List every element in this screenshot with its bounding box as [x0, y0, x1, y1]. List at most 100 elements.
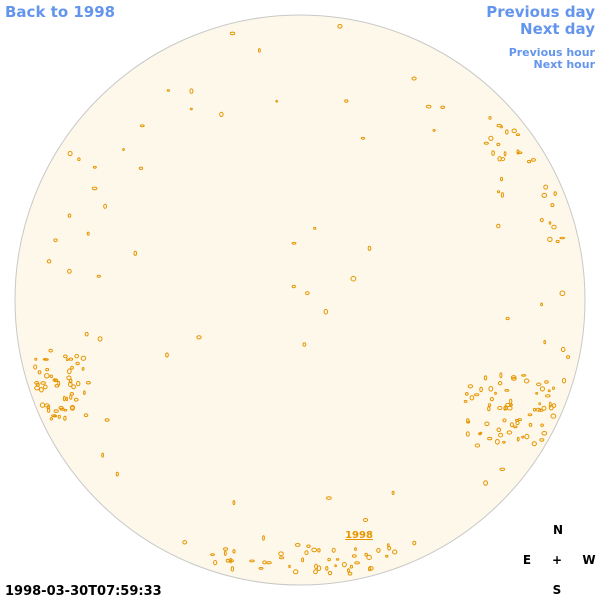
feature	[500, 192, 504, 198]
feature	[166, 89, 170, 92]
feature	[39, 387, 44, 393]
feature	[551, 224, 557, 230]
feature	[86, 231, 90, 236]
feature	[223, 550, 227, 556]
feature	[499, 372, 503, 379]
feature	[566, 355, 571, 359]
feature	[75, 361, 80, 366]
feature	[412, 540, 417, 546]
feature	[313, 226, 317, 230]
feature	[465, 392, 469, 396]
feature	[327, 570, 333, 576]
feature	[46, 259, 52, 264]
feature	[258, 48, 261, 53]
feature	[541, 192, 548, 198]
feature	[66, 375, 72, 381]
feature	[73, 397, 79, 402]
feature	[279, 556, 285, 560]
feature	[391, 490, 395, 495]
feature	[555, 239, 560, 244]
feature	[487, 436, 493, 441]
feature	[70, 365, 74, 370]
next-day-link[interactable]: Next day	[520, 20, 595, 38]
feature	[81, 367, 85, 371]
feature	[49, 374, 53, 379]
feature	[483, 141, 489, 145]
feature	[510, 403, 513, 407]
compass-west: W	[582, 553, 595, 567]
feature	[44, 373, 50, 379]
feature	[516, 436, 520, 442]
feature	[288, 564, 291, 569]
next-hour-link[interactable]: Next hour	[534, 58, 596, 71]
feature	[502, 418, 507, 423]
feature	[326, 496, 332, 500]
feature	[80, 355, 87, 361]
feature	[467, 384, 474, 389]
feature	[484, 421, 490, 427]
feature	[496, 142, 501, 147]
feature	[539, 386, 546, 392]
feature	[495, 438, 500, 445]
feature	[219, 111, 224, 118]
feature	[53, 238, 58, 243]
timestamp: 1998-03-30T07:59:33	[5, 584, 162, 599]
compass-south: S	[553, 583, 562, 597]
feature	[509, 398, 513, 405]
previous-hour-link[interactable]: Previous hour	[509, 46, 596, 59]
feature	[544, 380, 549, 384]
feature	[527, 413, 533, 417]
feature	[92, 165, 97, 169]
feature	[440, 105, 446, 110]
feature	[67, 213, 72, 218]
feature	[550, 203, 555, 208]
feature	[45, 368, 50, 372]
feature	[535, 392, 539, 395]
feature	[305, 291, 310, 296]
feature	[83, 413, 89, 418]
feature	[325, 566, 329, 571]
feature	[517, 151, 523, 154]
previous-day-link[interactable]: Previous day	[486, 3, 595, 21]
feature	[509, 422, 514, 428]
feature	[561, 377, 567, 384]
feature	[354, 547, 357, 551]
compass-center: +	[552, 553, 562, 567]
feature	[293, 569, 299, 575]
year-link[interactable]: 1998	[345, 530, 373, 541]
feature	[71, 384, 76, 390]
feature	[553, 191, 557, 196]
feature	[323, 308, 328, 315]
feature	[337, 24, 343, 29]
feature	[483, 480, 489, 486]
feature	[538, 408, 544, 412]
feature	[543, 339, 547, 345]
feature	[266, 561, 272, 565]
compass-north: N	[553, 523, 563, 537]
feature	[69, 392, 75, 396]
feature	[506, 430, 513, 435]
feature	[360, 136, 366, 140]
feature	[499, 467, 506, 471]
solar-disk	[14, 14, 586, 586]
feature	[63, 408, 68, 412]
feature	[496, 123, 502, 128]
feature	[488, 135, 494, 141]
feature	[489, 397, 494, 402]
feature	[302, 342, 307, 347]
feature	[483, 375, 488, 381]
feature	[63, 415, 67, 421]
feature	[547, 389, 551, 393]
feature	[504, 389, 510, 392]
feature	[496, 427, 502, 433]
feature	[165, 352, 169, 358]
feature	[223, 547, 229, 551]
feature	[541, 405, 547, 411]
feature	[474, 443, 481, 448]
feature	[229, 557, 233, 564]
feature	[551, 403, 557, 408]
feature	[301, 557, 305, 563]
feature	[97, 336, 103, 342]
back-link[interactable]: Back to 1998	[5, 3, 115, 21]
feature	[479, 386, 483, 393]
